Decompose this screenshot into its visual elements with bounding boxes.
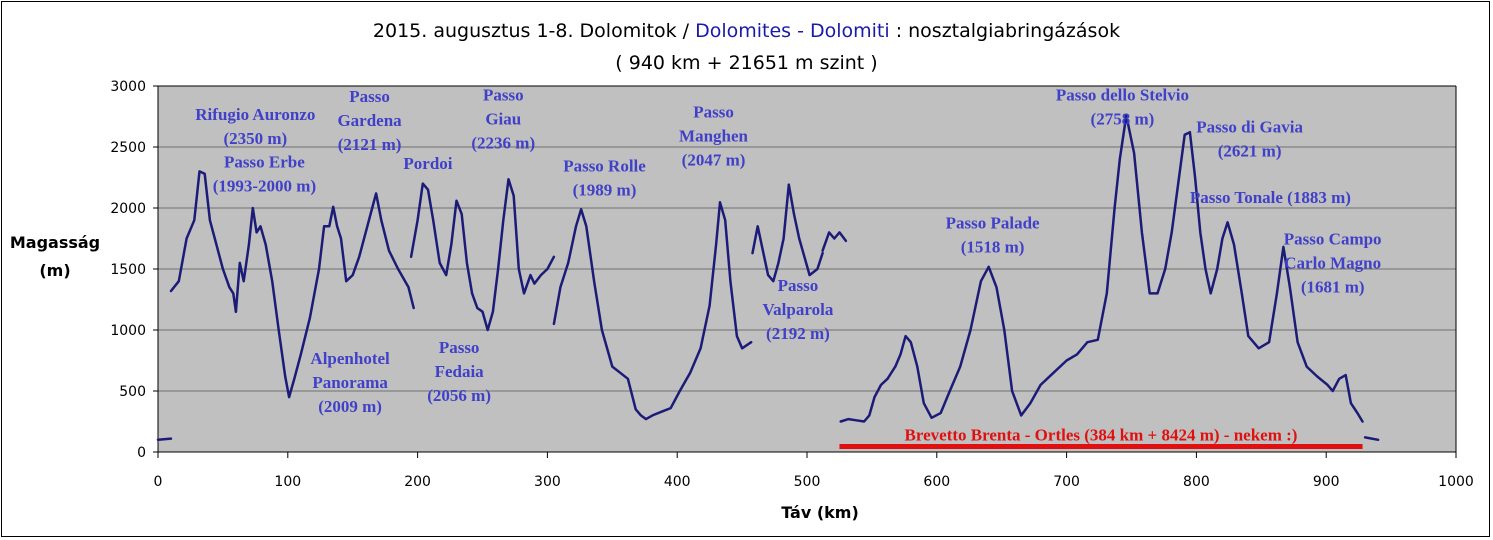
pass-annotation-line: (1989 m) <box>573 180 637 199</box>
y-tick-label: 1500 <box>110 262 146 278</box>
pass-annotation-line: Alpenhotel <box>310 349 390 368</box>
pass-annotation-line: (1993-2000 m) <box>213 177 316 196</box>
pass-annotation: Passo Manghen (2047 m) <box>679 103 749 170</box>
y-tick-label: 2000 <box>110 201 146 217</box>
x-tick-label: 100 <box>274 474 301 490</box>
pass-annotation-line: Gardena <box>337 111 402 130</box>
pass-annotation-line: (2236 m) <box>471 134 535 153</box>
y-tick-label: 1000 <box>110 323 146 339</box>
x-tick-label: 200 <box>404 474 431 490</box>
pass-annotation-line: Panorama <box>312 373 388 392</box>
elevation-segment-3 <box>234 192 415 399</box>
brevet-label: Brevetto Brenta - Ortles (384 km + 8424 … <box>905 426 1298 445</box>
pass-annotation-line: Pordoi <box>403 154 452 173</box>
pass-annotation: Passo Fedaia (2056 m) <box>427 338 491 405</box>
pass-annotation-line: Passo <box>349 87 390 106</box>
x-tick-label: 0 <box>154 474 163 490</box>
pass-annotation: Passo Rolle (1989 m) <box>563 156 646 199</box>
elevation-segment-2 <box>169 170 238 313</box>
pass-annotation-line: Passo Tonale (1883 m) <box>1190 188 1351 207</box>
x-tick-label: 500 <box>794 474 821 490</box>
x-tick-label: 400 <box>664 474 691 490</box>
pass-annotation-line: Passo dello Stelvio <box>1056 86 1189 105</box>
y-tick-label: 500 <box>119 384 146 400</box>
y-tick-label: 3000 <box>110 79 146 95</box>
pass-annotation-line: Manghen <box>679 127 749 146</box>
pass-annotation-line: Passo Campo <box>1284 230 1382 249</box>
pass-annotation-line: (1518 m) <box>961 238 1025 257</box>
pass-annotation-line: Rifugio Auronzo <box>195 105 315 124</box>
x-tick-label: 300 <box>534 474 561 490</box>
axis-labels: Táv (km) Magasság (m) <box>10 233 859 522</box>
brevet-highlight: Brevetto Brenta - Ortles (384 km + 8424 … <box>839 426 1363 450</box>
title-part-3: : nosztalgiabringázások <box>889 20 1121 42</box>
x-tick-label: 800 <box>1183 474 1210 490</box>
pass-annotation-line: (2009 m) <box>318 397 382 416</box>
title-part-1: 2015. augusztus 1-8. Dolomitok / <box>372 20 696 42</box>
pass-annotation-line: (2621 m) <box>1218 141 1282 160</box>
x-axis-title: Táv (km) <box>781 503 859 522</box>
axes: 0 500 1000 1500 2000 2500 3000 0 100 200 300 400 500… <box>110 79 1473 490</box>
elevation-segment-9 <box>1363 436 1380 442</box>
pass-annotation: Passo Gardena (2121 m) <box>337 87 402 154</box>
y-axis-title-line1: Magasság <box>10 233 100 252</box>
x-tick-label: 700 <box>1053 474 1080 490</box>
y-tick-label: 0 <box>137 445 146 461</box>
x-tick-label: 900 <box>1313 474 1340 490</box>
pass-annotation-line: Carlo Magno <box>1284 254 1381 273</box>
pass-annotation: Alpenhotel Panorama (2009 m) <box>310 349 390 416</box>
pass-annotation-line: (2350 m) <box>223 129 287 148</box>
chart-subtitle: ( 940 km + 21651 m szint ) <box>615 52 878 74</box>
elevation-segment-4 <box>409 177 556 332</box>
elevation-segment-7 <box>821 231 848 252</box>
title-part-2: Dolomites - Dolomiti <box>695 20 890 42</box>
y-tick-label: 2500 <box>110 140 146 156</box>
pass-annotation: Passo Valparola (2192 m) <box>762 276 833 343</box>
pass-annotation-line: (2192 m) <box>766 324 830 343</box>
pass-annotation-line: (2056 m) <box>427 386 491 405</box>
pass-annotation-line: Valparola <box>762 300 833 319</box>
pass-annotation: Passo di Gavia (2621 m) <box>1196 117 1303 160</box>
pass-annotation-line: Giau <box>485 110 521 129</box>
elevation-segment-5 <box>552 201 753 421</box>
pass-annotation-line: Passo <box>483 86 524 105</box>
pass-annotation-line: (2121 m) <box>338 135 402 154</box>
pass-annotation: Rifugio Auronzo (2350 m) <box>195 105 315 148</box>
pass-annotation-line: Passo <box>693 103 734 122</box>
pass-annotation: Passo Tonale (1883 m) <box>1190 188 1351 207</box>
elevation-segment-1 <box>156 437 173 442</box>
pass-annotation-line: (1681 m) <box>1301 278 1365 297</box>
y-axis-title-line2: (m) <box>39 261 70 280</box>
pass-annotation: Passo Palade (1518 m) <box>946 214 1040 257</box>
elevation-segment-8 <box>839 114 1364 423</box>
pass-annotation: Pordoi <box>403 154 452 173</box>
pass-annotations: Rifugio Auronzo (2350 m) Passo Erbe (1993-2… <box>195 86 1381 417</box>
pass-annotation-line: Passo di Gavia <box>1196 117 1303 136</box>
pass-annotation: Passo Giau (2236 m) <box>471 86 535 153</box>
x-tick-label: 600 <box>923 474 950 490</box>
pass-annotation-line: (2047 m) <box>682 151 746 170</box>
pass-annotation-line: Passo Rolle <box>563 156 646 175</box>
pass-annotation: Passo Erbe (1993-2000 m) <box>213 153 316 196</box>
pass-annotation-line: Passo Palade <box>946 214 1040 233</box>
pass-annotation-line: Passo <box>778 276 819 295</box>
pass-annotation-line: Fedaia <box>435 362 485 381</box>
x-tick-label: 1000 <box>1438 474 1474 490</box>
pass-annotation-line: Passo Erbe <box>224 153 305 172</box>
elevation-segment-6 <box>751 183 824 283</box>
pass-annotation: Passo dello Stelvio (2758 m) <box>1056 86 1189 129</box>
pass-annotation-line: (2758 m) <box>1091 110 1155 129</box>
pass-annotation-line: Passo <box>439 338 480 357</box>
elevation-series <box>156 114 1380 442</box>
pass-annotation: Passo Campo Carlo Magno (1681 m) <box>1284 230 1382 297</box>
chart-title: 2015. augusztus 1-8. Dolomitok / Dolomit… <box>0 20 1493 42</box>
